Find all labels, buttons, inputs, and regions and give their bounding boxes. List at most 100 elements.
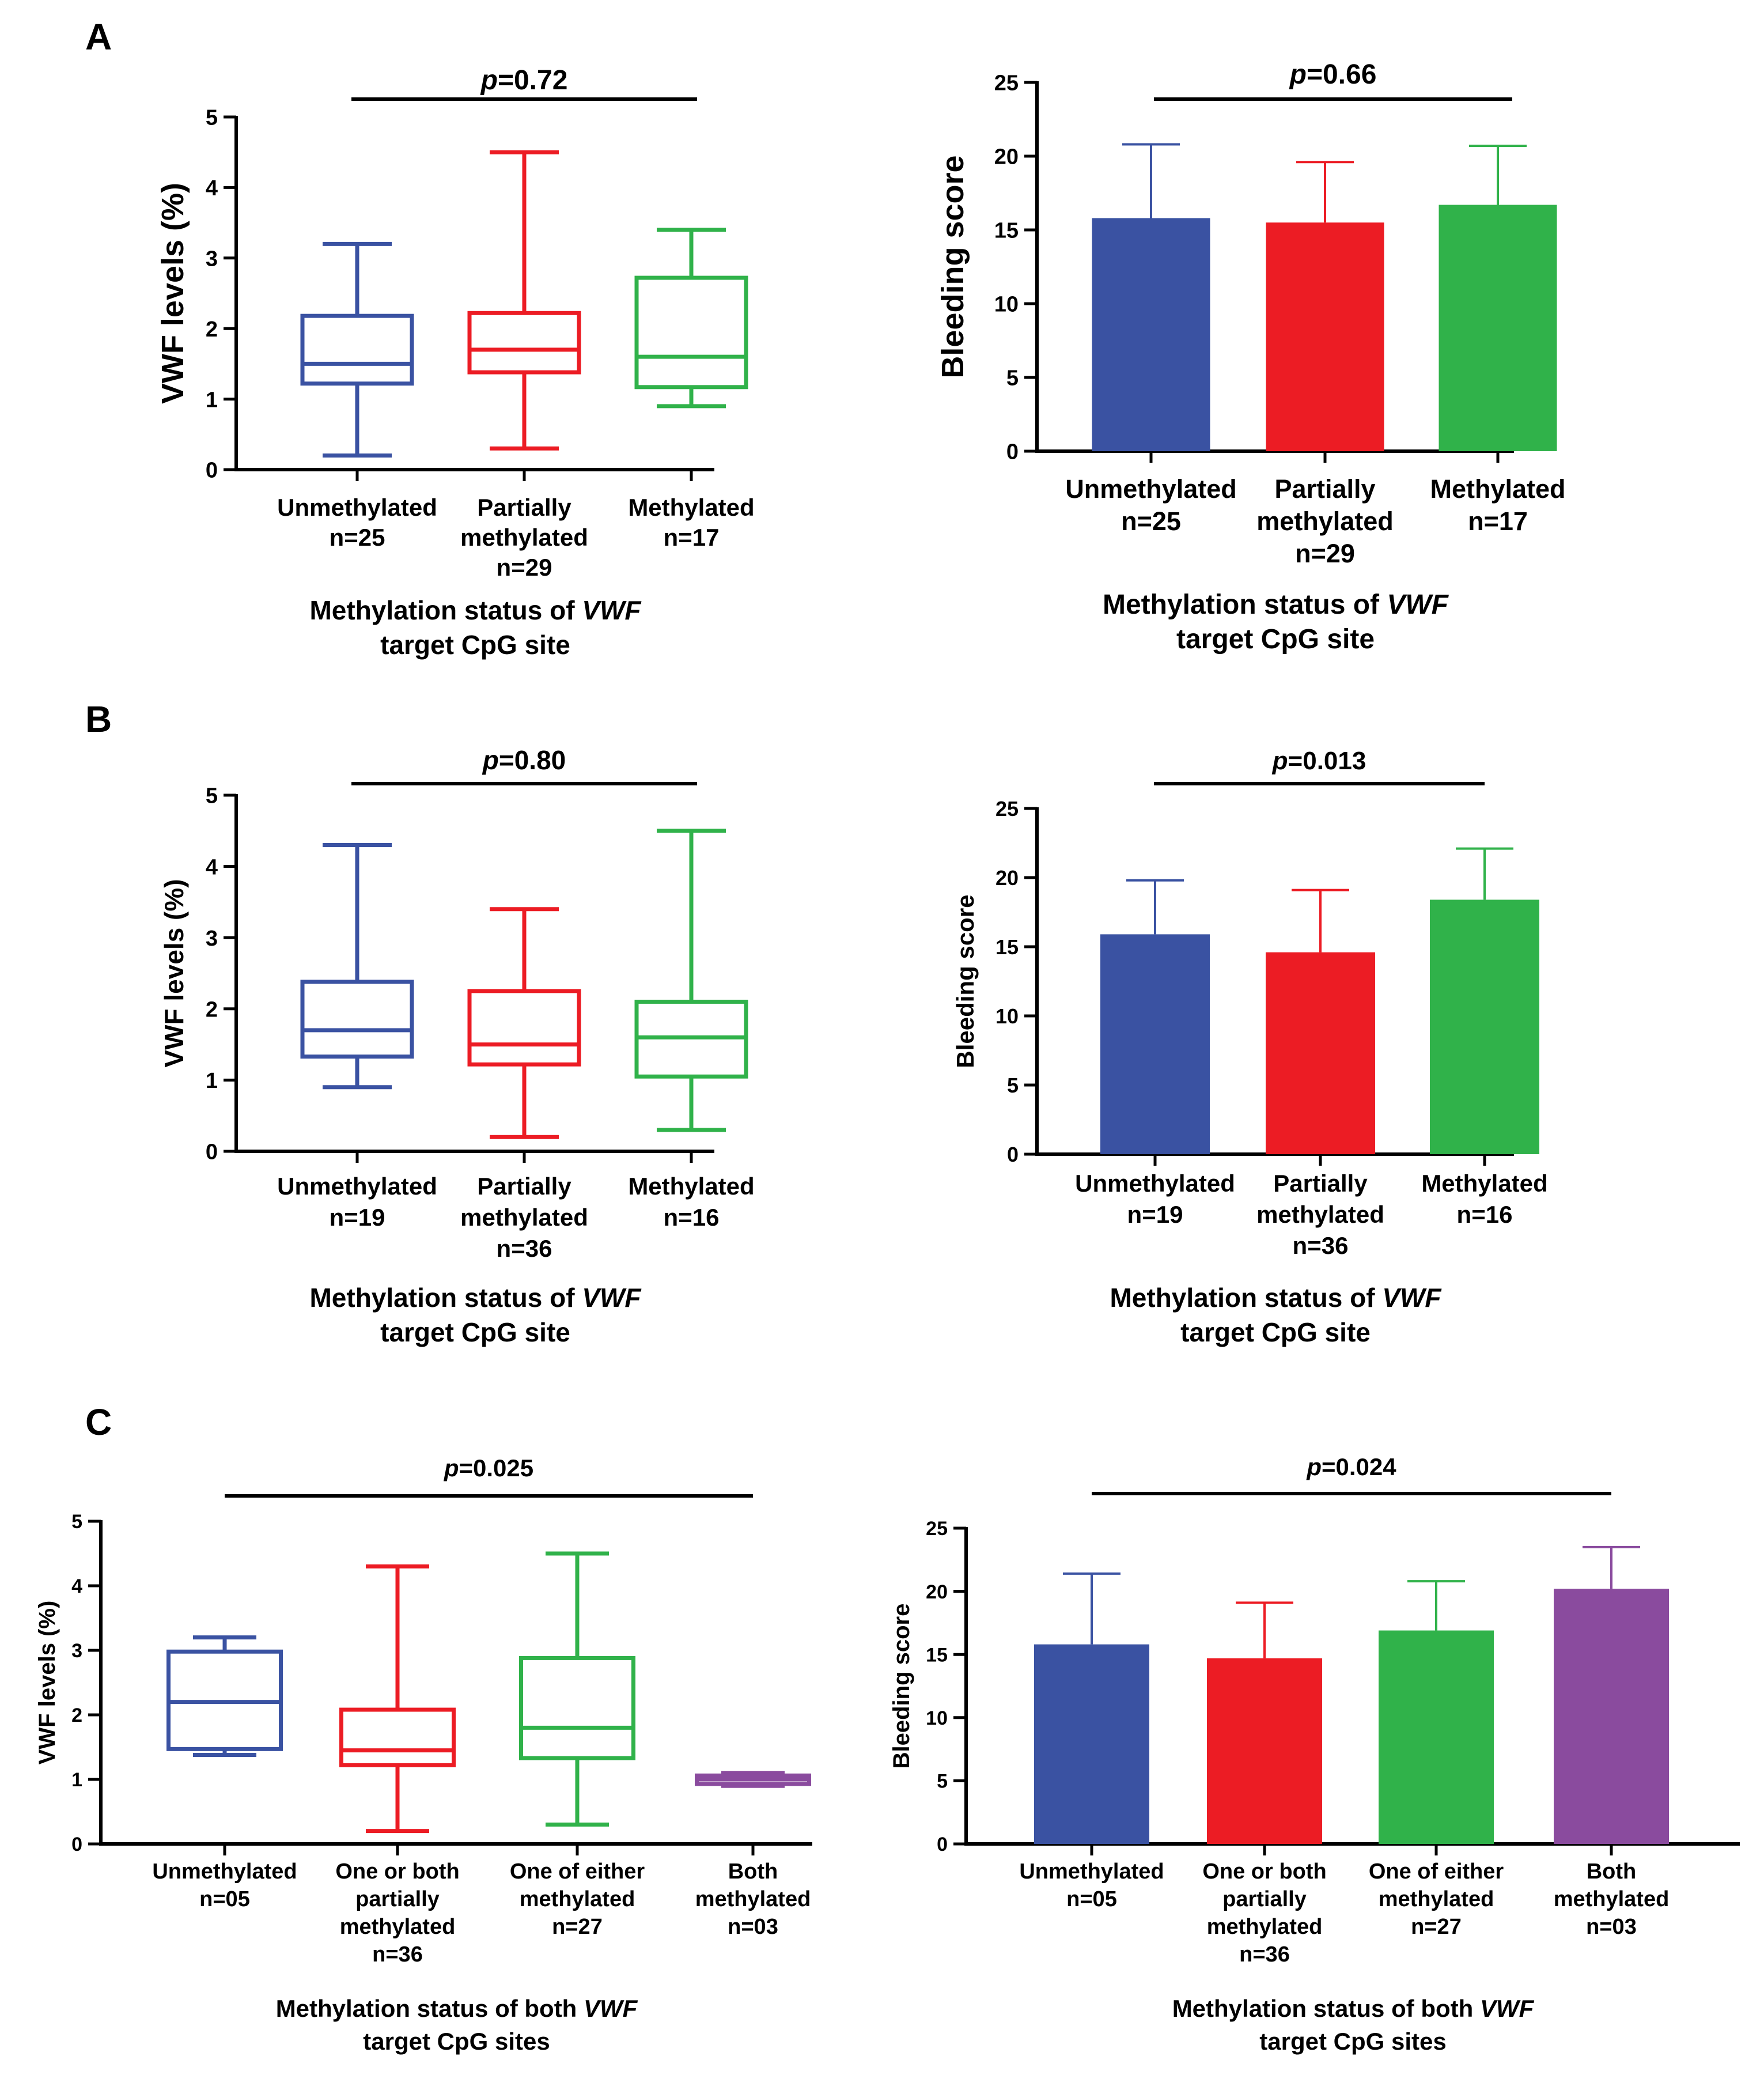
y-tick-label: 0: [206, 1140, 218, 1165]
category-label: n=27: [552, 1915, 603, 1939]
y-tick-label: 3: [206, 247, 218, 271]
y-tick-label: 3: [206, 927, 218, 951]
chart-B-box: 0 1 2 3 4 5 VWF levels (%) Unmethylated n=19 Part…: [159, 745, 755, 1347]
category-label: n=17: [664, 524, 720, 551]
box-green: [519, 1656, 635, 1760]
chart-C-box: 0 1 2 3 4 5 VWF levels (%) Unmethylated n=05 One …: [35, 1454, 812, 2055]
category-label: Partially: [477, 1173, 571, 1200]
category-label: One or both: [1202, 1859, 1326, 1884]
category-label: n=36: [372, 1942, 423, 1967]
chart-A-bar: 0 5 10 15 20 25 Bleeding score Unmethylated n=25…: [936, 59, 1566, 655]
y-tick-label: 10: [995, 1004, 1019, 1028]
category-label: n=25: [330, 524, 385, 551]
x-axis-title: Methylation status of VWF: [309, 1283, 642, 1313]
y-axis-label: VWF levels (%): [35, 1601, 60, 1765]
y-tick-label: 5: [206, 784, 218, 808]
chart-C-bar: 0 5 10 15 20 25 Bleeding score Unmethylated n=05…: [889, 1453, 1740, 2055]
category-label: n=29: [1295, 539, 1355, 568]
y-tick-label: 4: [206, 855, 218, 879]
box-blue: [300, 980, 414, 1059]
category-label: One of either: [1369, 1859, 1504, 1884]
y-tick-label: 5: [206, 106, 218, 130]
y-tick-label: 20: [926, 1581, 948, 1603]
category-label: n=29: [497, 554, 552, 581]
category-label: methylated: [1256, 507, 1394, 536]
x-axis-title-line2: target CpG site: [1176, 624, 1375, 655]
category-label: Unmethylated: [277, 1173, 437, 1200]
y-axis-label: Bleeding score: [889, 1604, 914, 1769]
y-tick-label: 4: [71, 1575, 82, 1597]
panel-letter-b: B: [85, 698, 112, 740]
x-axis-title: Methylation status of VWF: [309, 595, 642, 625]
x-axis-title-line2: target CpG site: [380, 630, 570, 660]
category-label: One or both: [335, 1859, 459, 1884]
x-axis-title-line2: target CpG sites: [1259, 2028, 1446, 2055]
category-label: n=36: [1239, 1942, 1290, 1967]
category-label: methylated: [1554, 1887, 1670, 1911]
category-label: Methylated: [628, 1173, 754, 1200]
bar-green: [1439, 205, 1557, 451]
category-label: methylated: [460, 524, 588, 551]
bar-red: [1207, 1658, 1322, 1844]
panel-letter-a: A: [85, 16, 112, 58]
category-label: n=17: [1468, 507, 1528, 536]
category-label: Methylated: [1430, 474, 1565, 504]
category-label: methylated: [695, 1887, 811, 1911]
y-tick-label: 0: [1007, 1143, 1019, 1166]
category-label: Unmethylated: [152, 1859, 297, 1884]
y-tick-label: 10: [926, 1707, 948, 1729]
y-axis-label: Bleeding score: [952, 894, 979, 1068]
y-tick-label: 5: [937, 1771, 948, 1793]
p-value: p=0.013: [1272, 747, 1366, 775]
x-axis-title: Methylation status of VWF: [1110, 1283, 1442, 1313]
chart-A-box: 0 1 2 3 4 5 VWF levels (%) Unmethylated n=25 Part…: [156, 65, 755, 660]
y-tick-label: 0: [206, 459, 218, 483]
category-label: n=05: [1066, 1887, 1117, 1911]
p-value: p=0.66: [1289, 59, 1377, 90]
box-red: [339, 1707, 456, 1767]
box-red: [467, 989, 581, 1067]
chart-B-bar: 0 5 10 15 20 25 Bleeding score Unmethylated n=19…: [952, 747, 1548, 1347]
category-label: n=16: [664, 1204, 720, 1231]
category-label: Unmethylated: [277, 494, 437, 521]
bar-blue: [1034, 1644, 1149, 1844]
bar-blue: [1092, 218, 1210, 451]
category-label: One of either: [510, 1859, 645, 1884]
panel-letter-c: C: [85, 1401, 112, 1443]
y-tick-label: 15: [926, 1644, 948, 1666]
category-label: Methylated: [628, 494, 754, 521]
x-axis-title: Methylation status of both VWF: [1172, 1995, 1535, 2022]
y-axis-label: Bleeding score: [936, 155, 970, 378]
category-label: methylated: [1256, 1201, 1384, 1228]
category-label: Both: [1587, 1859, 1637, 1884]
category-label: methylated: [1207, 1915, 1323, 1939]
bar-green: [1430, 899, 1539, 1154]
category-label: methylated: [460, 1204, 588, 1231]
y-tick-label: 25: [994, 71, 1019, 96]
category-label: Partially: [1273, 1170, 1368, 1197]
y-tick-label: 15: [994, 219, 1019, 243]
y-tick-label: 5: [1007, 1074, 1019, 1097]
y-tick-label: 1: [206, 1069, 218, 1093]
box-blue: [300, 313, 414, 386]
x-axis-title: Methylation status of VWF: [1103, 589, 1449, 620]
x-axis-title-line2: target CpG site: [1180, 1317, 1371, 1347]
bar-blue: [1100, 934, 1210, 1154]
y-tick-label: 20: [994, 145, 1019, 169]
p-value: p=0.72: [480, 65, 568, 96]
category-label: methylated: [340, 1915, 456, 1939]
y-tick-label: 1: [206, 388, 218, 412]
category-label: n=03: [728, 1915, 778, 1939]
bar-green: [1379, 1630, 1494, 1844]
y-tick-label: 2: [206, 318, 218, 342]
y-tick-label: 20: [995, 866, 1019, 890]
category-label: Unmethylated: [1019, 1859, 1164, 1884]
category-label: Methylated: [1421, 1170, 1547, 1197]
x-axis-title: Methylation status of both VWF: [276, 1995, 638, 2022]
category-label: n=19: [330, 1204, 385, 1231]
p-value: p=0.80: [482, 745, 566, 775]
category-label: n=36: [1293, 1232, 1349, 1259]
bar-red: [1266, 952, 1375, 1154]
category-label: n=19: [1127, 1201, 1183, 1228]
category-label: Unmethylated: [1065, 474, 1237, 504]
